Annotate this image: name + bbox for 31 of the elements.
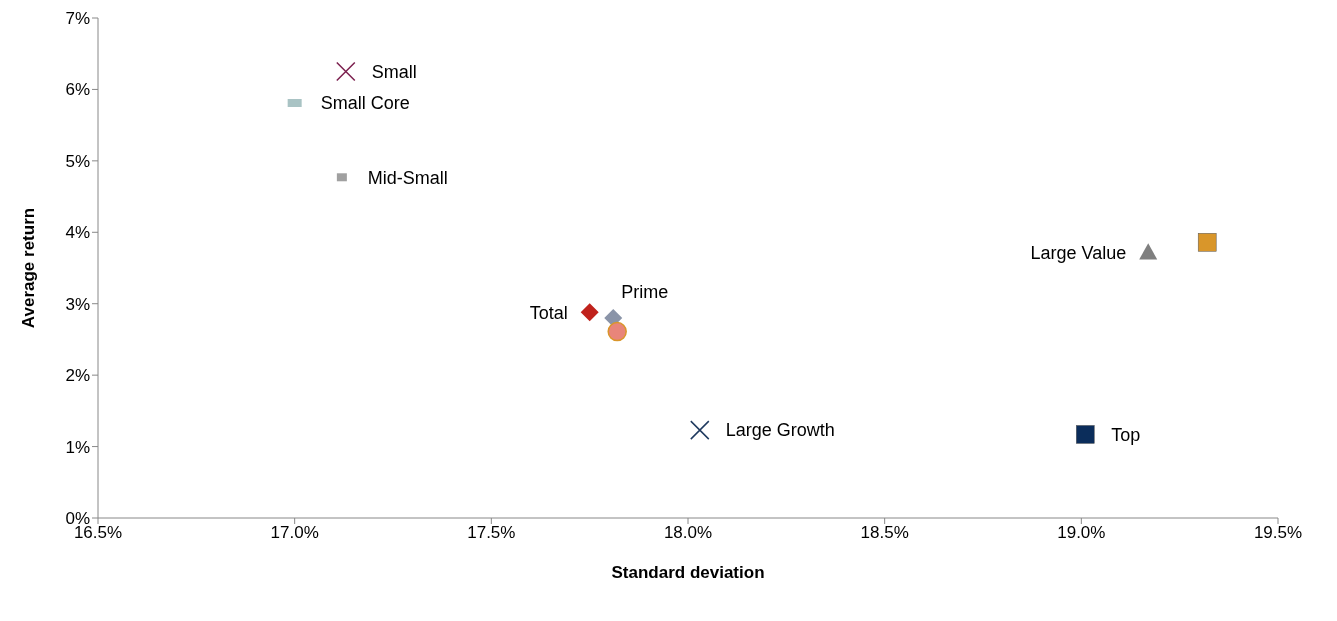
- series-label: Large Value: [1030, 242, 1127, 263]
- point: [690, 420, 710, 440]
- series-label: Small Core: [320, 93, 410, 114]
- x-tick-label: 17.5%: [467, 523, 516, 543]
- y-axis-title: Average return: [19, 207, 39, 329]
- x-tick-label: 18.0%: [663, 523, 713, 543]
- series-label: Top: [1111, 424, 1141, 445]
- x-tick-label: 19.5%: [1253, 523, 1303, 543]
- y-tick-label: 1%: [65, 437, 90, 457]
- x-tick-label: 19.0%: [1057, 523, 1106, 543]
- point: [336, 173, 347, 182]
- y-tick-label: 4%: [65, 223, 90, 243]
- series-label: Large Growth: [725, 420, 835, 441]
- y-tick-label: 7%: [65, 9, 90, 29]
- x-axis-title: Standard deviation: [611, 563, 765, 582]
- y-tick-label: 5%: [65, 151, 90, 171]
- series-label: Small: [371, 61, 417, 82]
- y-tick-label: 6%: [65, 80, 90, 100]
- y-tick-label: 3%: [65, 294, 90, 314]
- point: [1139, 243, 1158, 260]
- x-tick-label: 18.5%: [860, 523, 909, 543]
- series-label: Mid-Small: [367, 167, 448, 188]
- point: [336, 61, 356, 82]
- point: [580, 303, 599, 322]
- point: [607, 321, 627, 342]
- point: [1197, 233, 1217, 252]
- x-tick-label: 17.0%: [270, 523, 319, 543]
- series-label: Total: [529, 302, 568, 323]
- y-tick-label: 2%: [65, 366, 90, 386]
- point: [1076, 425, 1095, 444]
- series-label: Prime: [621, 282, 669, 303]
